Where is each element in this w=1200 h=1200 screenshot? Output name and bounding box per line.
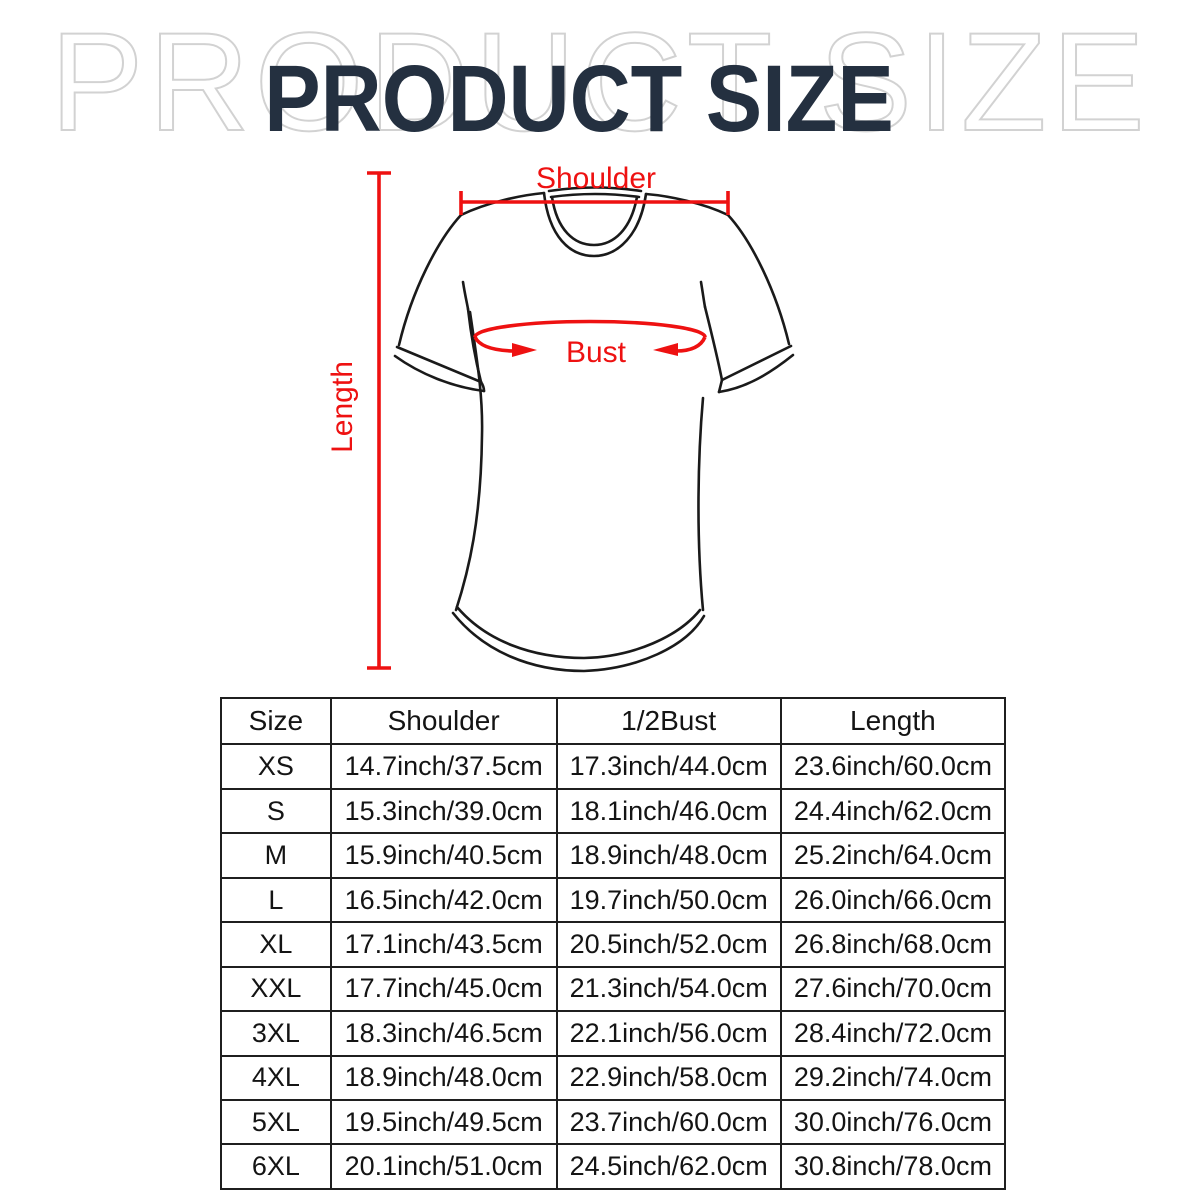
cell-bust: 24.5inch/62.0cm: [555, 1143, 782, 1190]
tshirt-measurement-diagram: Shoulder Bust Length: [326, 145, 890, 690]
cell-shoulder: 15.9inch/40.5cm: [329, 832, 558, 879]
cell-shoulder: 19.5inch/49.5cm: [329, 1098, 558, 1146]
cell-length: 25.2inch/64.0cm: [779, 832, 1007, 879]
cell-length: 28.4inch/72.0cm: [779, 1010, 1007, 1057]
shoulder-measure-line: [459, 191, 730, 215]
table-row: 5XL 19.5inch/49.5cm 23.7inch/60.0cm 30.0…: [220, 1098, 1007, 1146]
table-row: XL 17.1inch/43.5cm 20.5inch/52.0cm 26.8i…: [220, 921, 1007, 968]
cell-length: 24.4inch/62.0cm: [779, 787, 1007, 835]
cell-bust: 22.9inch/58.0cm: [555, 1054, 782, 1101]
cell-bust: 17.3inch/44.0cm: [555, 743, 782, 790]
cell-size: L: [220, 876, 332, 924]
bust-arrow-right-icon: [653, 343, 678, 356]
table-row: 6XL 20.1inch/51.0cm 24.5inch/62.0cm 30.8…: [220, 1143, 1007, 1190]
cell-length: 29.2inch/74.0cm: [779, 1054, 1007, 1101]
page-title: PRODUCT SIZE: [264, 46, 894, 152]
cell-bust: 20.5inch/52.0cm: [555, 921, 782, 968]
cell-shoulder: 16.5inch/42.0cm: [329, 876, 558, 924]
tshirt-outline: [393, 186, 795, 673]
length-measure-line: [367, 171, 391, 670]
cell-bust: 22.1inch/56.0cm: [555, 1010, 782, 1057]
cell-size: M: [220, 832, 332, 879]
cell-shoulder: 17.1inch/43.5cm: [329, 921, 558, 968]
cell-bust: 21.3inch/54.0cm: [555, 965, 782, 1013]
cell-size: 5XL: [220, 1098, 332, 1146]
table-header-length: Length: [779, 696, 1007, 746]
cell-bust: 19.7inch/50.0cm: [555, 876, 782, 924]
table-header-row: Size Shoulder 1/2Bust Length: [220, 696, 1007, 746]
watermark-text: PRODUCT SIZE: [49, 2, 1150, 161]
cell-bust: 23.7inch/60.0cm: [555, 1098, 782, 1146]
table-row: M 15.9inch/40.5cm 18.9inch/48.0cm 25.2in…: [220, 832, 1007, 879]
table-header-bust: 1/2Bust: [555, 696, 782, 746]
cell-length: 30.8inch/78.0cm: [779, 1143, 1007, 1190]
table-header-size: Size: [220, 696, 332, 746]
table-row: XXL 17.7inch/45.0cm 21.3inch/54.0cm 27.6…: [220, 965, 1007, 1013]
cell-size: 4XL: [220, 1054, 332, 1101]
bust-arrow-left-icon: [512, 343, 537, 357]
size-table: Size Shoulder 1/2Bust Length XS 14.7inch…: [220, 696, 1007, 1190]
watermark-label: PRODUCT SIZE: [50, 3, 1150, 160]
cell-length: 27.6inch/70.0cm: [779, 965, 1007, 1013]
cell-size: XXL: [220, 965, 332, 1013]
table-row: 4XL 18.9inch/48.0cm 22.9inch/58.0cm 29.2…: [220, 1054, 1007, 1101]
length-label: Length: [330, 361, 359, 453]
cell-shoulder: 18.9inch/48.0cm: [329, 1054, 558, 1101]
cell-shoulder: 18.3inch/46.5cm: [329, 1010, 558, 1057]
cell-shoulder: 15.3inch/39.0cm: [329, 787, 558, 835]
bust-label: Bust: [566, 336, 627, 369]
cell-length: 26.0inch/66.0cm: [779, 876, 1007, 924]
cell-shoulder: 20.1inch/51.0cm: [329, 1143, 558, 1190]
table-row: 3XL 18.3inch/46.5cm 22.1inch/56.0cm 28.4…: [220, 1010, 1007, 1057]
table-row: S 15.3inch/39.0cm 18.1inch/46.0cm 24.4in…: [220, 787, 1007, 835]
bust-measure-ellipse: [473, 319, 707, 357]
table-row: L 16.5inch/42.0cm 19.7inch/50.0cm 26.0in…: [220, 876, 1007, 924]
cell-shoulder: 17.7inch/45.0cm: [329, 965, 558, 1013]
table-header-shoulder: Shoulder: [329, 696, 558, 746]
table-row: XS 14.7inch/37.5cm 17.3inch/44.0cm 23.6i…: [220, 743, 1007, 790]
cell-bust: 18.1inch/46.0cm: [555, 787, 782, 835]
cell-length: 26.8inch/68.0cm: [779, 921, 1007, 968]
cell-size: XL: [220, 921, 332, 968]
shoulder-label: Shoulder: [536, 162, 656, 195]
cell-length: 30.0inch/76.0cm: [779, 1098, 1007, 1146]
cell-size: XS: [220, 743, 332, 790]
cell-size: 3XL: [220, 1010, 332, 1057]
cell-length: 23.6inch/60.0cm: [779, 743, 1007, 790]
cell-bust: 18.9inch/48.0cm: [555, 832, 782, 879]
cell-size: S: [220, 787, 332, 835]
cell-size: 6XL: [220, 1143, 332, 1190]
cell-shoulder: 14.7inch/37.5cm: [329, 743, 558, 790]
